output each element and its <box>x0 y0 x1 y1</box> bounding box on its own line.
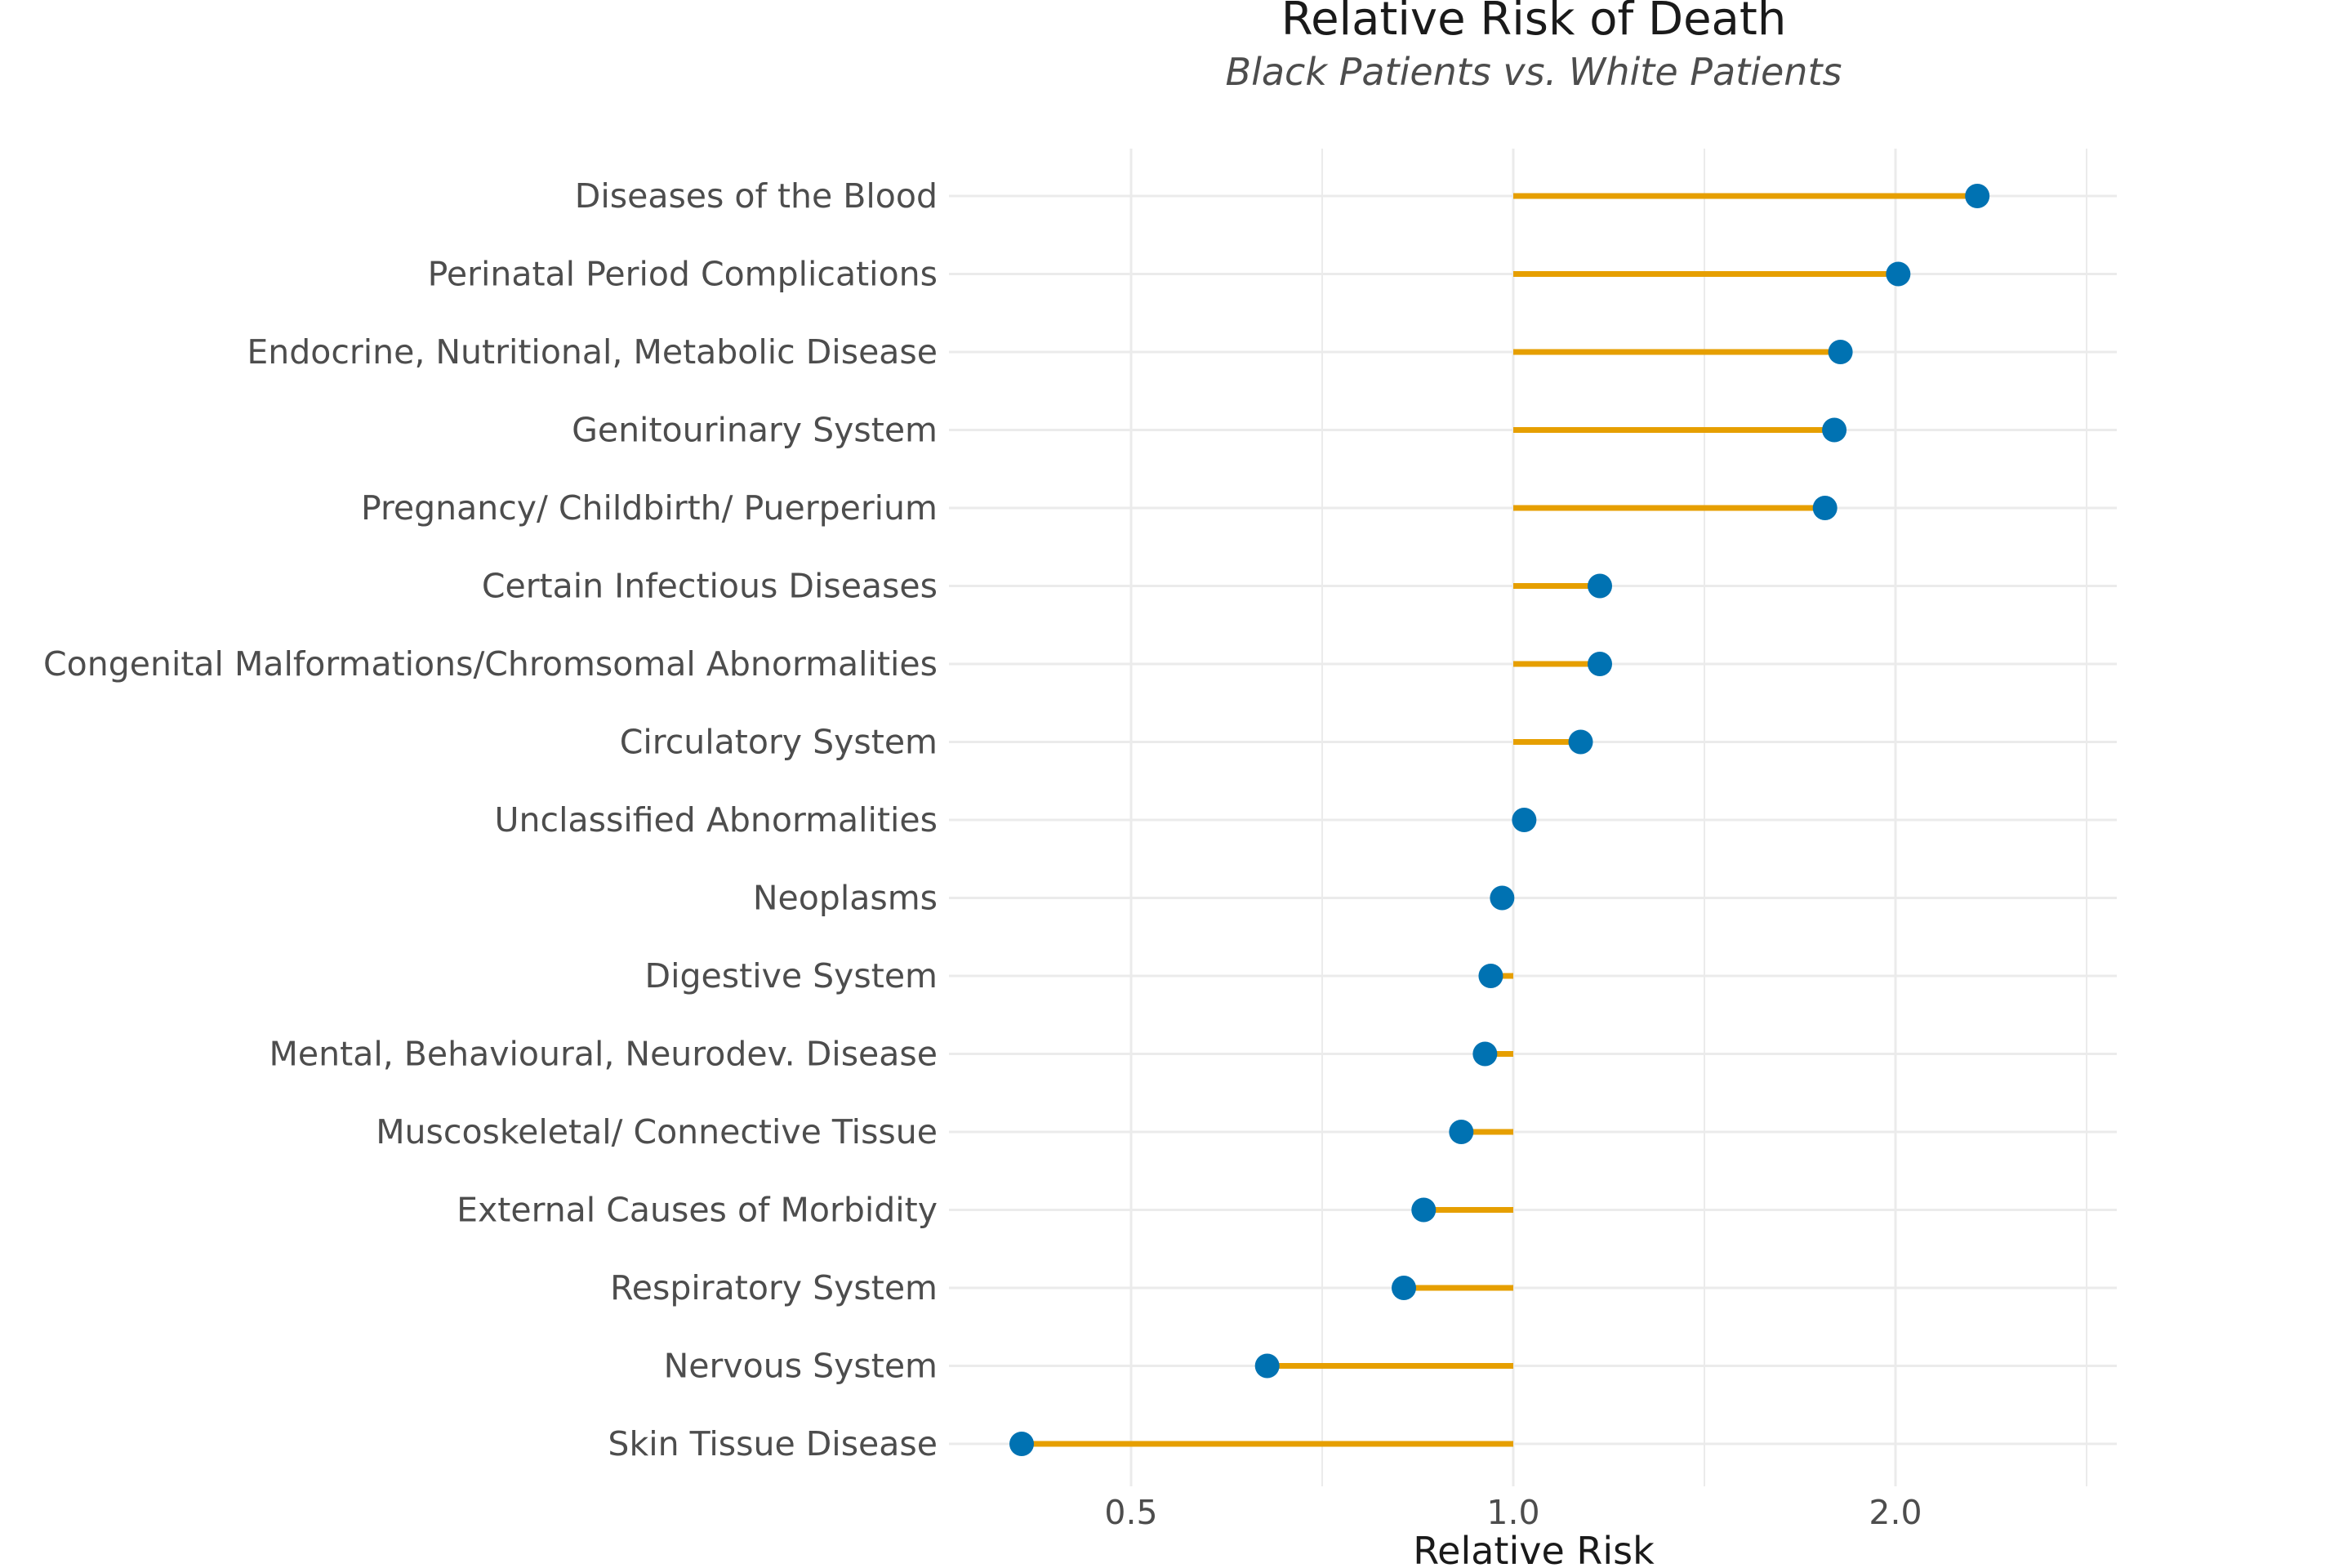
category-label: Respiratory System <box>610 1268 938 1307</box>
x-tick-label: 1.0 <box>1486 1493 1539 1532</box>
lollipop-point <box>1886 261 1911 287</box>
lollipop-point <box>1392 1276 1417 1300</box>
lollipop-point <box>1568 729 1593 755</box>
lollipop-point <box>1828 340 1853 364</box>
category-label: Perinatal Period Complications <box>428 255 938 294</box>
lollipop-point <box>1490 885 1515 911</box>
chart-subtitle: Black Patients vs. White Patients <box>1226 50 1842 94</box>
lollipop-point <box>1965 184 1990 208</box>
x-axis-title: Relative Risk <box>1413 1529 1655 1568</box>
x-axis-ticks: 0.5 1.0 2.0 <box>1104 1493 1922 1532</box>
lollipop-point <box>1588 652 1613 676</box>
category-label: Certain Infectious Diseases <box>482 567 938 606</box>
category-label: Mental, Behavioural, Neurodev. Disease <box>270 1035 938 1074</box>
x-tick-label: 2.0 <box>1869 1493 1922 1532</box>
category-label: Diseases of the Blood <box>575 176 938 216</box>
category-label: Pregnancy/ Childbirth/ Puerperium <box>361 488 938 528</box>
lollipop-point <box>1411 1197 1437 1223</box>
category-label: Unclassified Abnormalities <box>495 800 938 840</box>
lollipop-point <box>1588 573 1613 599</box>
category-label: Skin Tissue Disease <box>608 1424 938 1463</box>
category-label: Muscoskeletal/ Connective Tissue <box>376 1112 938 1152</box>
lollipop-point <box>1512 808 1537 832</box>
lollipop-point <box>1822 417 1847 443</box>
lollipop-marks <box>1009 184 1990 1456</box>
lollipop-point <box>1254 1353 1280 1379</box>
lollipop-point <box>1449 1120 1474 1144</box>
lollipop-point <box>1478 964 1503 988</box>
category-label: Neoplasms <box>753 879 938 918</box>
category-label: Circulatory System <box>620 723 938 762</box>
lollipop-point <box>1009 1432 1035 1456</box>
category-label: Congenital Malformations/Chromsomal Abno… <box>43 644 938 684</box>
x-tick-label: 0.5 <box>1104 1493 1157 1532</box>
category-label: External Causes of Morbidity <box>457 1191 938 1230</box>
lollipop-point <box>1472 1041 1498 1067</box>
lollipop-point <box>1812 496 1838 520</box>
category-label: Endocrine, Nutritional, Metabolic Diseas… <box>247 332 938 372</box>
category-label: Nervous System <box>664 1347 938 1386</box>
chart-title: Relative Risk of Death <box>1281 0 1787 46</box>
category-labels: Diseases of the Blood Perinatal Period Co… <box>43 176 938 1463</box>
category-label: Digestive System <box>645 956 938 996</box>
category-label: Genitourinary System <box>572 411 938 450</box>
